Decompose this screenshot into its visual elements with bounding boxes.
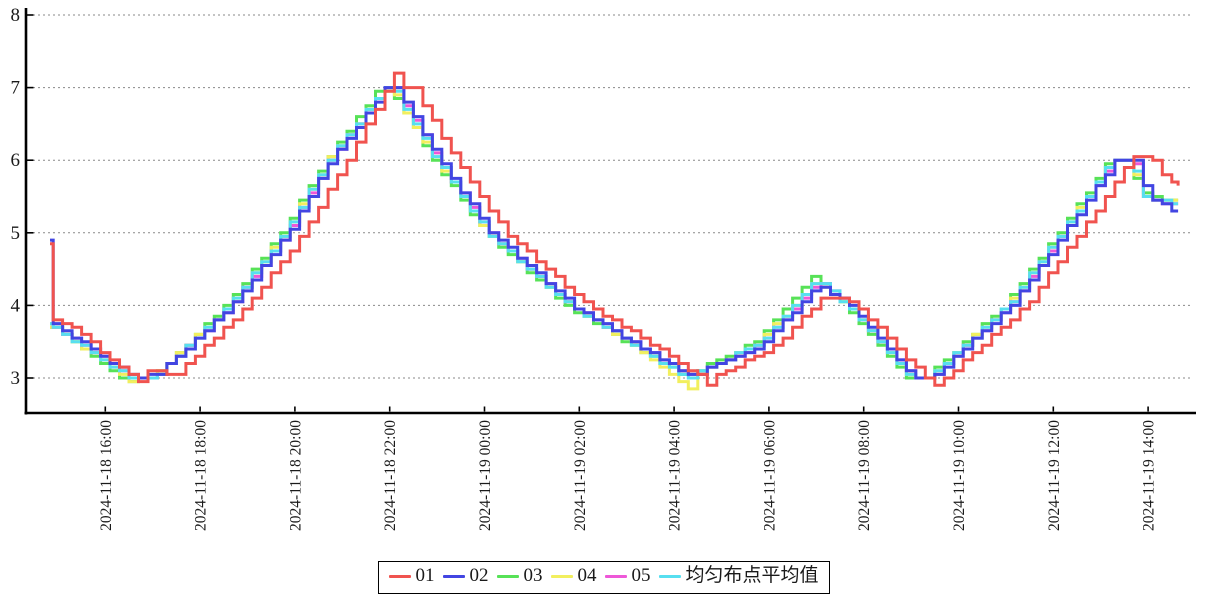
legend-item-03: 03 bbox=[496, 564, 542, 589]
legend-label-mean: 均匀布点平均值 bbox=[685, 565, 819, 586]
axis-labels: 3 4 5 6 7 8 2024-11-18 16:00 2024-11-18 18:00 20… bbox=[11, 5, 1158, 531]
x-tick-label: 2024-11-19 12:00 bbox=[1046, 420, 1063, 531]
y-tick-label: 3 bbox=[11, 368, 21, 389]
y-tick-label: 8 bbox=[11, 5, 21, 26]
legend-swatch-mean bbox=[658, 574, 681, 578]
x-tick-label: 2024-11-19 04:00 bbox=[667, 420, 684, 531]
x-tick-label: 2024-11-19 06:00 bbox=[761, 420, 778, 531]
legend-item-mean: 均匀布点平均值 bbox=[658, 564, 819, 589]
legend-label-03: 03 bbox=[523, 565, 543, 586]
series-line-01 bbox=[50, 71, 1180, 387]
x-tick-label: 2024-11-18 18:00 bbox=[193, 420, 210, 531]
x-tick-label: 2024-11-19 02:00 bbox=[572, 420, 589, 531]
legend-label-04: 04 bbox=[577, 565, 597, 586]
axes bbox=[24, 8, 1196, 415]
legend-item-02: 02 bbox=[442, 564, 488, 589]
chart-panel: 3 4 5 6 7 8 2024-11-18 16:00 2024-11-18 18:00 20… bbox=[11, 5, 1196, 594]
legend-label-01: 01 bbox=[415, 565, 435, 586]
x-tick-label: 2024-11-18 20:00 bbox=[287, 420, 304, 531]
legend-swatch-05 bbox=[604, 574, 627, 578]
legend-swatch-01 bbox=[388, 574, 411, 578]
legend-item-05: 05 bbox=[604, 564, 650, 589]
y-tick-label: 6 bbox=[11, 150, 21, 171]
legend-item-01: 01 bbox=[388, 564, 434, 589]
x-tick-label: 2024-11-19 08:00 bbox=[856, 420, 873, 531]
series-lines bbox=[50, 71, 1180, 391]
legend-swatch-04 bbox=[550, 574, 573, 578]
legend-label-05: 05 bbox=[631, 565, 651, 586]
series-line-04 bbox=[50, 89, 1179, 391]
x-tick-label: 2024-11-19 00:00 bbox=[477, 420, 494, 531]
series-line-02 bbox=[50, 86, 1179, 380]
y-tick-label: 7 bbox=[11, 78, 21, 99]
legend-item-04: 04 bbox=[550, 564, 596, 589]
gridlines bbox=[28, 14, 1192, 379]
y-tick-label: 4 bbox=[11, 295, 21, 316]
x-tick-label: 2024-11-19 14:00 bbox=[1141, 420, 1158, 531]
series-line-mean bbox=[50, 86, 1179, 380]
step-line-chart: 3 4 5 6 7 8 2024-11-18 16:00 2024-11-18 18:00 20… bbox=[11, 5, 1196, 531]
legend-label-02: 02 bbox=[469, 565, 489, 586]
legend: 01 02 03 04 05 均匀布点平均值 bbox=[377, 561, 830, 594]
legend-swatch-03 bbox=[496, 574, 519, 578]
x-tick-label: 2024-11-19 10:00 bbox=[951, 420, 968, 531]
x-tick-label: 2024-11-18 22:00 bbox=[382, 420, 399, 531]
legend-swatch-02 bbox=[442, 574, 465, 578]
x-tick-label: 2024-11-18 16:00 bbox=[98, 420, 115, 531]
y-tick-label: 5 bbox=[11, 223, 21, 244]
